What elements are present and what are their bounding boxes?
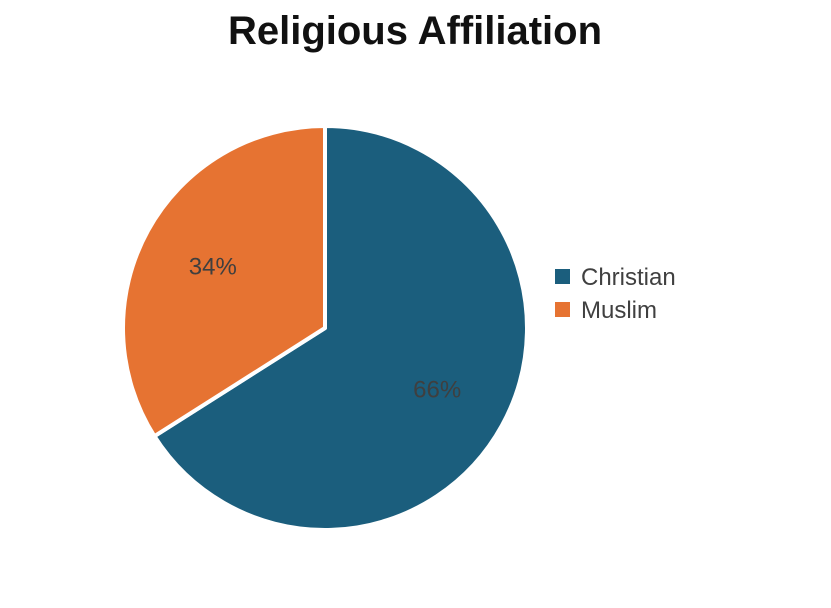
chart-title: Religious Affiliation (228, 9, 602, 53)
legend-label-christian: Christian (581, 264, 676, 291)
pie-slice-christian (152, 124, 529, 532)
legend: Christian Muslim (555, 264, 676, 324)
pie-slice-muslim (121, 124, 327, 439)
pie-slice-labels: 66% 34% (189, 253, 461, 403)
data-label-christian: 66% (413, 377, 461, 404)
pie-slices (121, 124, 529, 532)
data-label-muslim: 34% (189, 253, 237, 280)
legend-label-muslim: Muslim (581, 297, 657, 324)
legend-swatch-christian (555, 269, 570, 284)
legend-swatch-muslim (555, 302, 570, 317)
